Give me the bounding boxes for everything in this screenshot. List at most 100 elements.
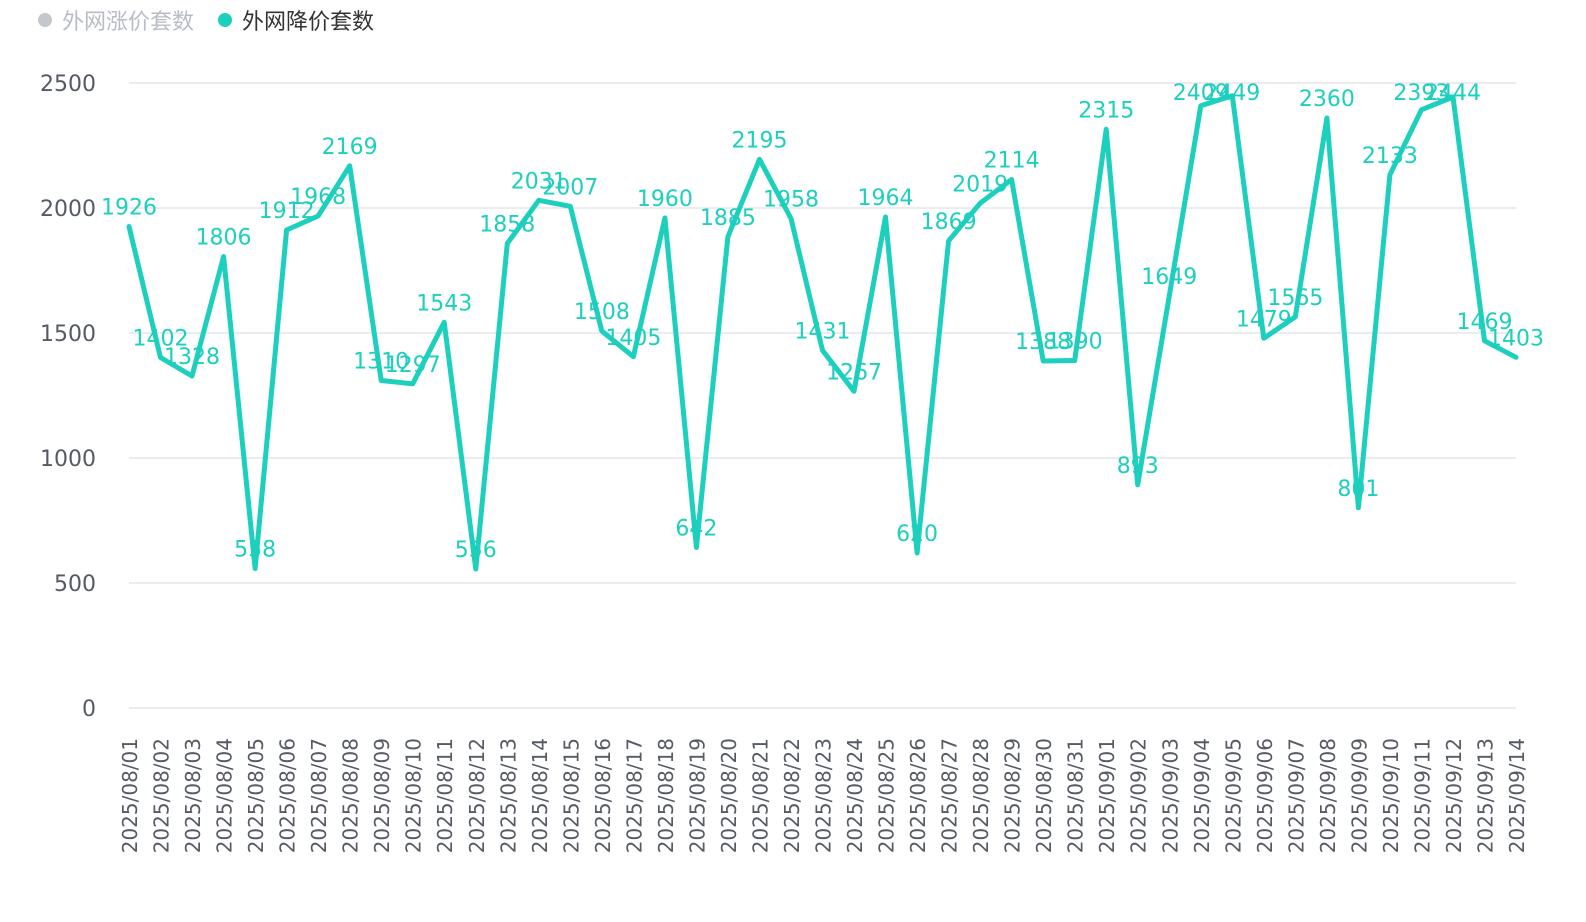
x-tick-label: 2025/09/14 [1505, 738, 1529, 853]
x-tick-label: 2025/08/10 [402, 738, 426, 853]
x-tick-label: 2025/08/28 [969, 738, 993, 853]
x-tick-label: 2025/09/01 [1095, 738, 1119, 853]
x-tick-label: 2025/08/31 [1064, 738, 1088, 853]
data-label: 2133 [1362, 144, 1418, 169]
data-point [1103, 126, 1109, 132]
x-tick-label: 2025/09/02 [1127, 738, 1151, 853]
data-label: 2019 [952, 172, 1008, 197]
data-label: 2449 [1204, 81, 1260, 106]
data-point [946, 238, 952, 244]
x-tick-label: 2025/08/01 [118, 738, 142, 853]
data-label: 2393 [1393, 81, 1449, 106]
data-label: 2315 [1078, 98, 1134, 123]
data-label: 1479 [1236, 307, 1292, 332]
x-tick-label: 2025/08/13 [496, 738, 520, 853]
legend-dot-icon [218, 13, 233, 27]
y-tick-label: 2000 [40, 197, 96, 222]
data-label: 1885 [700, 206, 756, 231]
data-point [1261, 335, 1267, 341]
x-tick-label: 2025/09/13 [1473, 738, 1497, 853]
data-point [977, 200, 983, 206]
data-point [914, 550, 920, 556]
data-point [1324, 115, 1330, 121]
x-tick-label: 2025/08/03 [181, 738, 205, 853]
data-label: 1543 [416, 291, 472, 316]
data-point [536, 197, 542, 203]
data-point [378, 378, 384, 384]
x-tick-label: 2025/08/27 [938, 738, 962, 853]
data-point [1072, 358, 1078, 364]
data-label: 2409 [1173, 81, 1229, 106]
data-point [1040, 358, 1046, 364]
data-label: 1403 [1488, 326, 1544, 351]
data-label: 2114 [984, 149, 1040, 174]
data-label: 1508 [574, 300, 630, 325]
data-label: 1267 [826, 360, 882, 385]
data-label: 1806 [196, 226, 252, 251]
x-tick-label: 2025/09/05 [1221, 738, 1245, 853]
legend-item-price-down[interactable]: 外网降价套数 [218, 4, 374, 36]
legend-item-price-up[interactable]: 外网涨价套数 [38, 4, 194, 36]
data-point [756, 156, 762, 162]
data-point [158, 355, 164, 361]
x-tick-label: 2025/09/09 [1347, 738, 1371, 853]
x-tick-label: 2025/09/10 [1379, 738, 1403, 853]
data-point [1387, 172, 1393, 178]
x-tick-label: 2025/08/11 [433, 738, 457, 853]
x-tick-label: 2025/08/07 [307, 738, 331, 853]
x-tick-label: 2025/08/20 [717, 738, 741, 853]
data-label: 2444 [1425, 81, 1481, 106]
x-tick-label: 2025/08/08 [339, 738, 363, 853]
data-point [883, 214, 889, 220]
data-point [693, 545, 699, 551]
y-tick-label: 500 [54, 572, 96, 597]
data-point [252, 566, 258, 572]
data-point [441, 319, 447, 325]
data-point [567, 203, 573, 209]
x-tick-label: 2025/08/15 [559, 738, 583, 853]
data-label: 2195 [731, 128, 787, 153]
data-point [1481, 338, 1487, 344]
data-label: 2031 [511, 169, 567, 194]
data-point [347, 163, 353, 169]
x-tick-label: 2025/08/24 [843, 738, 867, 853]
data-label: 1469 [1456, 310, 1512, 335]
y-tick-label: 2500 [40, 72, 96, 97]
x-tick-label: 2025/09/06 [1253, 738, 1277, 853]
data-label: 893 [1117, 454, 1159, 479]
data-point [473, 566, 479, 572]
x-tick-label: 2025/08/12 [465, 738, 489, 853]
x-tick-label: 2025/08/14 [528, 738, 552, 853]
data-label: 1431 [795, 319, 851, 344]
data-label: 558 [234, 538, 276, 563]
data-point [221, 254, 227, 260]
data-point [662, 215, 668, 221]
x-tick-label: 2025/09/12 [1442, 738, 1466, 853]
data-label: 642 [675, 517, 717, 542]
data-label: 1958 [763, 188, 819, 213]
data-label: 1402 [133, 327, 189, 352]
data-label: 1649 [1141, 265, 1197, 290]
x-tick-label: 2025/08/22 [780, 738, 804, 853]
data-point [725, 234, 731, 240]
x-tick-label: 2025/08/19 [685, 738, 709, 853]
series-line [126, 93, 1519, 572]
x-tick-label: 2025/08/25 [875, 738, 899, 853]
data-point [410, 381, 416, 387]
data-point [1135, 482, 1141, 488]
data-label: 1858 [479, 213, 535, 238]
data-label: 1405 [605, 326, 661, 351]
data-label: 801 [1337, 477, 1379, 502]
x-tick-label: 2025/08/17 [622, 738, 646, 853]
data-label: 1328 [164, 345, 220, 370]
data-label: 1968 [290, 185, 346, 210]
data-label: 1964 [858, 186, 914, 211]
data-label: 2007 [542, 175, 598, 200]
y-tick-label: 1500 [40, 322, 96, 347]
x-tick-label: 2025/08/06 [276, 738, 300, 853]
data-label: 556 [455, 538, 497, 563]
legend-dot-icon [38, 13, 52, 27]
data-label: 1297 [385, 353, 441, 378]
x-tick-label: 2025/08/04 [213, 738, 237, 853]
